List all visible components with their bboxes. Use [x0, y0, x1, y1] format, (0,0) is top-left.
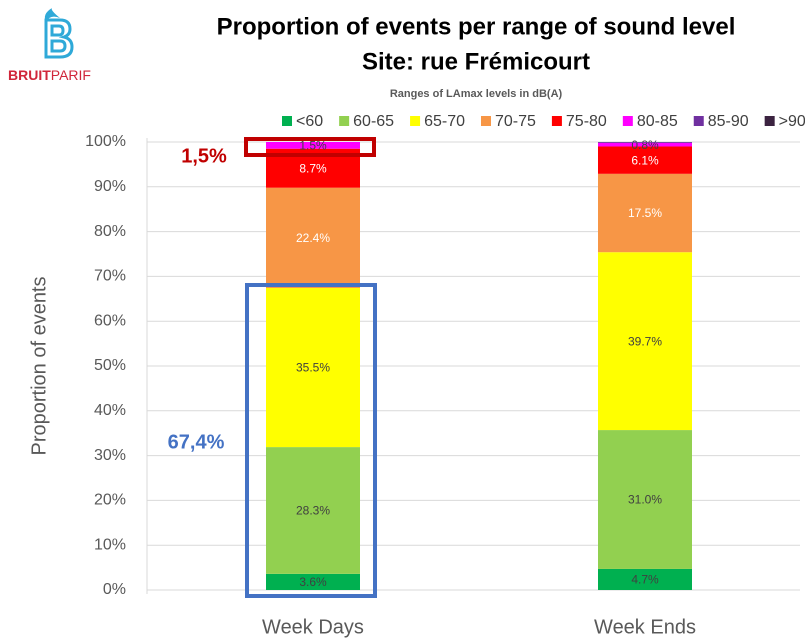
- logo: BRUITPARIF: [8, 8, 91, 83]
- chart-title: Proportion of events per range of sound …: [217, 13, 736, 40]
- data-label: 8.7%: [299, 161, 327, 175]
- bar-segment: [598, 252, 692, 431]
- legend-label: >90: [779, 113, 805, 130]
- data-label: 4.7%: [631, 573, 659, 587]
- data-label: 31.0%: [628, 493, 662, 507]
- bar-segment: [266, 142, 360, 149]
- bar-segment: [266, 573, 360, 590]
- data-label: 1.5%: [299, 139, 327, 153]
- x-tick-label: Week Days: [262, 616, 364, 638]
- logo-mark: [44, 18, 74, 59]
- x-tick-label: Week Ends: [594, 616, 696, 638]
- legend-label: 65-70: [424, 113, 465, 130]
- y-tick-label: 50%: [94, 357, 126, 374]
- data-label: 39.7%: [628, 334, 662, 348]
- legend-label: 80-85: [637, 113, 678, 130]
- bar-segment: [598, 568, 692, 590]
- bar-segment: [266, 187, 360, 289]
- data-label: 17.5%: [628, 206, 662, 220]
- legend-label: 60-65: [353, 113, 394, 130]
- annotation-box: [245, 283, 377, 598]
- chart-subtitle: Site: rue Frémicourt: [362, 48, 590, 75]
- y-tick-label: 20%: [94, 492, 126, 509]
- logo-bold: BRUIT: [8, 67, 51, 83]
- bar-segment: [266, 447, 360, 574]
- y-axis-label: Proportion of events: [28, 277, 50, 456]
- data-label: 0.8%: [631, 138, 659, 152]
- y-tick-label: 100%: [85, 133, 126, 150]
- bar-segment: [598, 146, 692, 174]
- legend-swatch: [410, 116, 421, 126]
- bar-segment: [598, 173, 692, 253]
- y-tick-label: 40%: [94, 402, 126, 419]
- y-tick-label: 90%: [94, 178, 126, 195]
- legend-swatch: [693, 116, 704, 126]
- legend-label: 70-75: [495, 113, 536, 130]
- legend-swatch: [282, 116, 292, 126]
- bar-segment: [266, 288, 360, 448]
- data-label: 3.6%: [299, 575, 327, 589]
- data-label: 22.4%: [296, 231, 330, 245]
- legend-swatch: [764, 116, 775, 126]
- data-label: 35.5%: [296, 361, 330, 375]
- y-tick-label: 10%: [94, 536, 126, 553]
- y-tick-label: 70%: [94, 268, 126, 285]
- bar-segment: [598, 142, 692, 147]
- legend-swatch: [622, 116, 633, 126]
- annotation: 67,4%: [168, 431, 225, 453]
- bar-segment: [598, 142, 692, 143]
- legend-label: 75-80: [566, 113, 607, 130]
- legend-swatch: [480, 116, 491, 126]
- data-label: 6.1%: [631, 153, 659, 167]
- legend-swatch: [339, 116, 350, 126]
- data-label: 28.3%: [296, 504, 330, 518]
- legend-title: Ranges of LAmax levels in dB(A): [390, 88, 563, 100]
- legend-label: <60: [296, 113, 323, 130]
- bar-segment: [598, 430, 692, 569]
- y-tick-label: 0%: [103, 581, 126, 598]
- legend-swatch: [551, 116, 562, 126]
- legend-label: 85-90: [708, 113, 749, 130]
- annotation-box: [244, 137, 376, 157]
- y-tick-label: 30%: [94, 447, 126, 464]
- annotation: 1,5%: [181, 145, 227, 167]
- y-tick-label: 60%: [94, 312, 126, 329]
- y-tick-label: 80%: [94, 223, 126, 240]
- logo-text: BRUITPARIF: [8, 67, 91, 83]
- logo-regular: PARIF: [51, 67, 91, 83]
